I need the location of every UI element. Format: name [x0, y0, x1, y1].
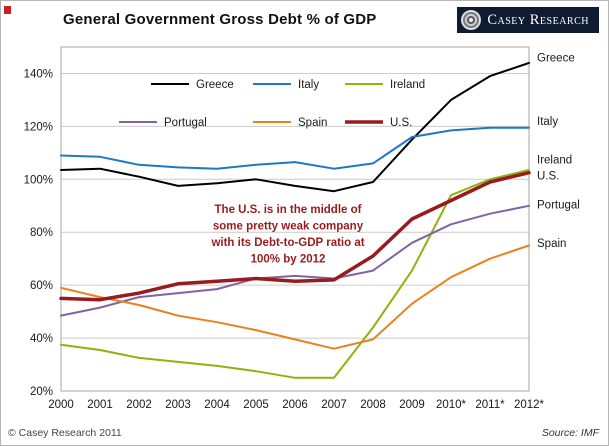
annotation-line-3: with its Debt-to-GDP ratio at: [210, 237, 364, 249]
chart-title: General Government Gross Debt % of GDP: [63, 11, 377, 28]
series-line-italy: [60, 126, 530, 170]
series-end-label-spain: Spain: [537, 238, 566, 250]
x-axis-tick-label: 2012*: [514, 399, 545, 411]
series-line-greece: [60, 61, 530, 193]
x-axis-tick-label: 2002: [126, 399, 152, 411]
legend-label-ireland: Ireland: [390, 79, 425, 91]
y-axis-tick-label: 140%: [24, 68, 53, 80]
legend-label-us: U.S.: [390, 117, 412, 129]
x-axis-tick-label: 2006: [282, 399, 308, 411]
series-line-us: [59, 170, 531, 302]
y-axis-tick-label: 80%: [30, 227, 53, 239]
copyright-text: © Casey Research 2011: [8, 427, 122, 439]
x-axis-tick-label: 2011*: [475, 399, 505, 411]
y-axis-tick-label: 100%: [24, 174, 53, 186]
series-line-portugal: [60, 204, 530, 317]
series-line-spain: [60, 244, 530, 350]
series-line-ireland: [60, 169, 530, 379]
series-end-label-italy: Italy: [537, 116, 558, 128]
line-chart: 20% 40% 60% 80% 100% 120% 140% 2000 2001 2002 2003…: [1, 35, 608, 417]
legend-label-italy: Italy: [298, 79, 319, 91]
annotation-line-1: The U.S. is in the middle of: [215, 204, 362, 216]
annotation-line-4: 100% by 2012: [251, 254, 326, 266]
y-axis-tick-label: 120%: [24, 121, 53, 133]
casey-research-disc-icon: [461, 10, 482, 30]
x-axis-tick-label: 2003: [165, 399, 191, 411]
y-axis-tick-label: 60%: [30, 280, 53, 292]
legend-label-greece: Greece: [196, 79, 234, 91]
casey-research-logo: Casey Research: [457, 7, 599, 33]
series-end-label-ireland: Ireland: [537, 154, 572, 166]
casey-research-logo-text: Casey Research: [487, 11, 589, 28]
plot-border: [60, 46, 530, 392]
x-axis-tick-label: 2008: [360, 399, 386, 411]
x-axis-tick-label: 2000: [48, 399, 74, 411]
x-axis-tick-label: 2001: [87, 399, 113, 411]
series-end-label-us: U.S.: [537, 170, 559, 182]
legend-label-spain: Spain: [298, 117, 327, 129]
red-corner-mark: [4, 6, 11, 14]
y-axis-tick-label: 20%: [30, 386, 53, 398]
x-axis-tick-label: 2010*: [436, 399, 467, 411]
x-axis-tick-label: 2007: [321, 399, 347, 411]
x-axis-tick-label: 2004: [204, 399, 230, 411]
x-axis-tick-label: 2005: [243, 399, 269, 411]
y-axis-tick-label: 40%: [30, 333, 53, 345]
x-axis-tick-label: 2009: [399, 399, 425, 411]
source-text: Source: IMF: [541, 427, 599, 439]
annotation-line-2: some pretty weak company: [213, 221, 364, 233]
series-end-label-portugal: Portugal: [537, 199, 580, 211]
series-end-label-greece: Greece: [537, 53, 575, 65]
debt-gdp-line-chart-svg: 20% 40% 60% 80% 100% 120% 140% 2000 2001 2002 2003…: [24, 46, 580, 411]
legend-label-portugal: Portugal: [164, 117, 207, 129]
